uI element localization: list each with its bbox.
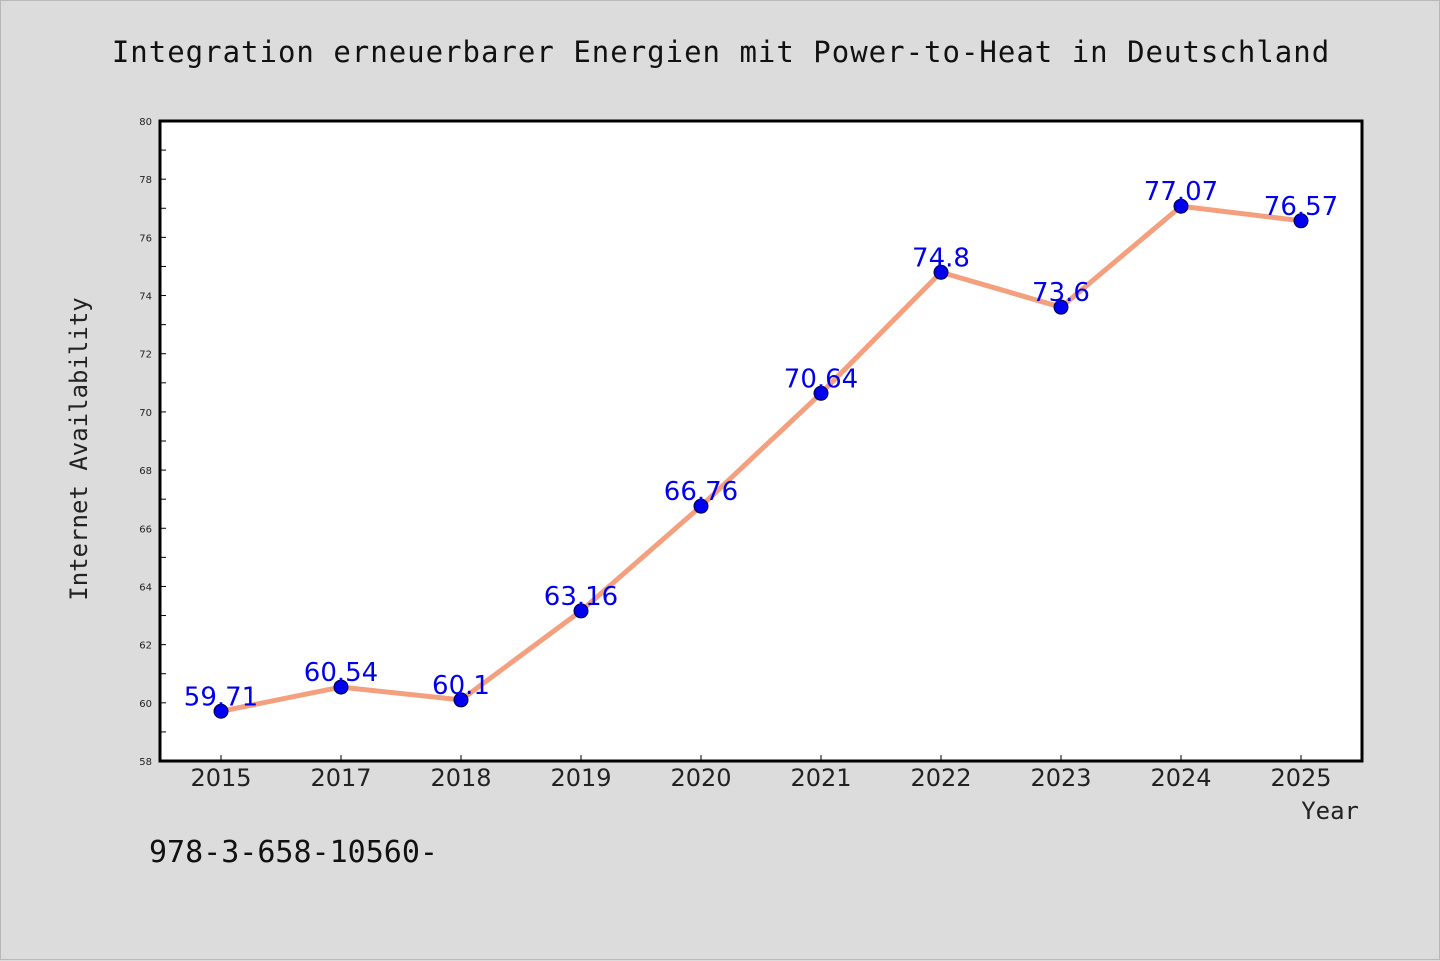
data-label-2017: 60.54 bbox=[304, 658, 378, 688]
x-tick-label-2018: 2018 bbox=[430, 764, 491, 792]
data-series: 59.71 60.54 60.1 63.16 66.76 70.64 74.8 73.6 77.… bbox=[184, 177, 1338, 719]
data-label-2019: 63.16 bbox=[544, 582, 618, 612]
footnote-text: 978-3-658-10560- bbox=[149, 835, 438, 870]
data-point-2025 bbox=[1293, 213, 1309, 229]
x-tick-label-2020: 2020 bbox=[670, 764, 731, 792]
chart-title: Integration erneuerbarer Energien mit Po… bbox=[111, 35, 1331, 69]
y-tick-label-62: 62 bbox=[139, 641, 152, 652]
y-tick-label-80: 80 bbox=[139, 117, 152, 128]
data-point-2023 bbox=[1053, 299, 1069, 315]
plot-area bbox=[158, 119, 1364, 763]
data-point-2022 bbox=[933, 264, 949, 280]
x-tick-label-2021: 2021 bbox=[790, 764, 851, 792]
series-line bbox=[218, 203, 1304, 714]
x-axis-label: Year bbox=[1301, 797, 1359, 825]
y-tick-label-68: 68 bbox=[139, 466, 152, 477]
data-label-2024: 77.07 bbox=[1144, 177, 1218, 207]
x-tick-label-2015: 2015 bbox=[190, 764, 251, 792]
data-label-2020: 66.76 bbox=[664, 477, 738, 507]
y-tick-label-78: 78 bbox=[139, 175, 152, 186]
x-tick-label-2025: 2025 bbox=[1270, 764, 1331, 792]
data-point-2024 bbox=[1173, 198, 1189, 214]
data-label-2023: 73.6 bbox=[1032, 278, 1090, 308]
data-label-2021: 70.64 bbox=[784, 364, 858, 394]
x-tick-label-2024: 2024 bbox=[1150, 764, 1211, 792]
data-point-2018 bbox=[453, 692, 469, 708]
y-tick-label-74: 74 bbox=[139, 292, 152, 303]
data-point-2015 bbox=[213, 703, 229, 719]
y-tick-label-66: 66 bbox=[139, 524, 152, 535]
y-tick-label-60: 60 bbox=[139, 699, 152, 710]
data-label-2015: 59.71 bbox=[184, 682, 258, 712]
data-point-2020 bbox=[693, 498, 709, 514]
data-label-2025: 76.57 bbox=[1264, 192, 1338, 222]
x-tick-label-2019: 2019 bbox=[550, 764, 611, 792]
data-label-2018: 60.1 bbox=[432, 671, 490, 701]
x-tick-label-2022: 2022 bbox=[910, 764, 971, 792]
y-tick-label-70: 70 bbox=[139, 408, 152, 419]
data-point-2021 bbox=[813, 385, 829, 401]
data-point-2019 bbox=[573, 603, 589, 619]
x-tick-label-2023: 2023 bbox=[1030, 764, 1091, 792]
y-tick-label-72: 72 bbox=[139, 350, 152, 361]
x-tick-label-2017: 2017 bbox=[310, 764, 371, 792]
y-tick-label-76: 76 bbox=[139, 233, 152, 244]
y-tick-label-58: 58 bbox=[139, 757, 152, 768]
y-axis: 58 60 62 64 66 68 70 72 74 76 78 80 bbox=[139, 117, 166, 768]
x-axis: 2015 2017 2018 2019 2020 2021 2022 2023 2024 2025 bbox=[190, 755, 1332, 792]
data-point-2017 bbox=[333, 679, 349, 695]
data-label-2022: 74.8 bbox=[912, 243, 970, 273]
y-tick-label-64: 64 bbox=[139, 582, 152, 593]
